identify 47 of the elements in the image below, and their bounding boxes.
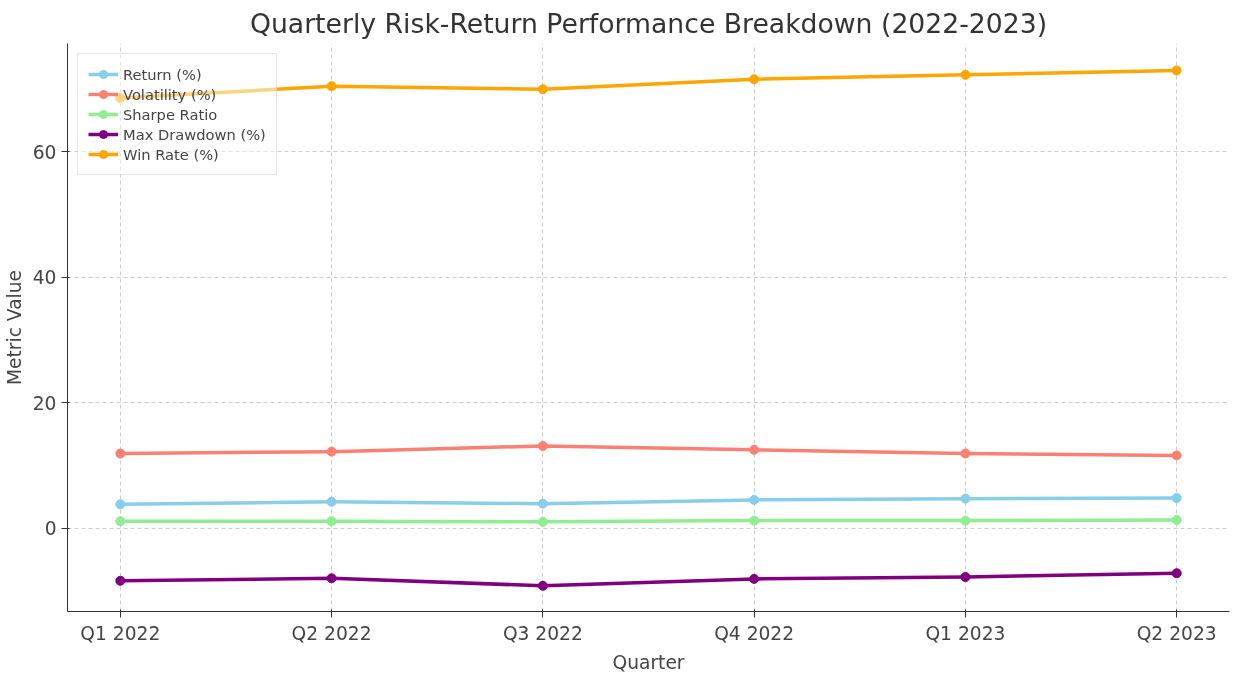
x-tick-label: Q1 2023: [925, 622, 1006, 644]
point: [749, 74, 760, 85]
point: [115, 499, 126, 510]
point: [1171, 450, 1182, 461]
point: [326, 573, 337, 584]
point: [537, 516, 548, 527]
x-tick-label: Q3 2022: [502, 622, 583, 644]
point: [326, 81, 337, 92]
legend-label: Sharpe Ratio: [123, 105, 218, 123]
y-tick-label: 20: [32, 392, 57, 414]
chart-title: Quarterly Risk-Return Performance Breakdown (2022-2023): [249, 7, 1048, 39]
x-tick-label: Q2 2023: [1136, 622, 1217, 644]
point: [960, 448, 971, 459]
point: [749, 515, 760, 526]
y-tick-label: 60: [32, 141, 57, 163]
y-tick-label: 0: [44, 518, 57, 540]
legend-label: Max Drawdown (%): [123, 125, 266, 143]
legend-label: Return (%): [123, 65, 202, 83]
point: [537, 441, 548, 451]
y-tick-label: 40: [32, 267, 57, 289]
point: [1171, 65, 1182, 76]
point: [960, 572, 971, 583]
point: [1171, 514, 1182, 525]
x-tick-label: Q2 2022: [291, 622, 372, 644]
point: [537, 498, 548, 509]
point: [749, 494, 760, 505]
point: [960, 515, 971, 526]
point: [960, 493, 971, 504]
point: [115, 448, 126, 459]
point: [1171, 493, 1182, 504]
point: [537, 84, 548, 95]
point: [115, 516, 126, 527]
point: [326, 446, 337, 457]
point: [326, 516, 337, 527]
y-axis-title: Metric Value: [3, 269, 25, 386]
legend-label: Volatility (%): [123, 85, 217, 103]
point: [749, 444, 760, 455]
legend-label: Win Rate (%): [123, 145, 219, 163]
point: [1171, 568, 1182, 579]
point: [749, 573, 760, 584]
x-tick-label: Q4 2022: [714, 622, 795, 644]
point: [326, 496, 337, 507]
x-tick-label: Q1 2022: [80, 622, 161, 644]
point: [115, 575, 126, 586]
point: [537, 580, 548, 591]
point: [960, 69, 971, 80]
x-axis-title: Quarter: [612, 651, 685, 673]
